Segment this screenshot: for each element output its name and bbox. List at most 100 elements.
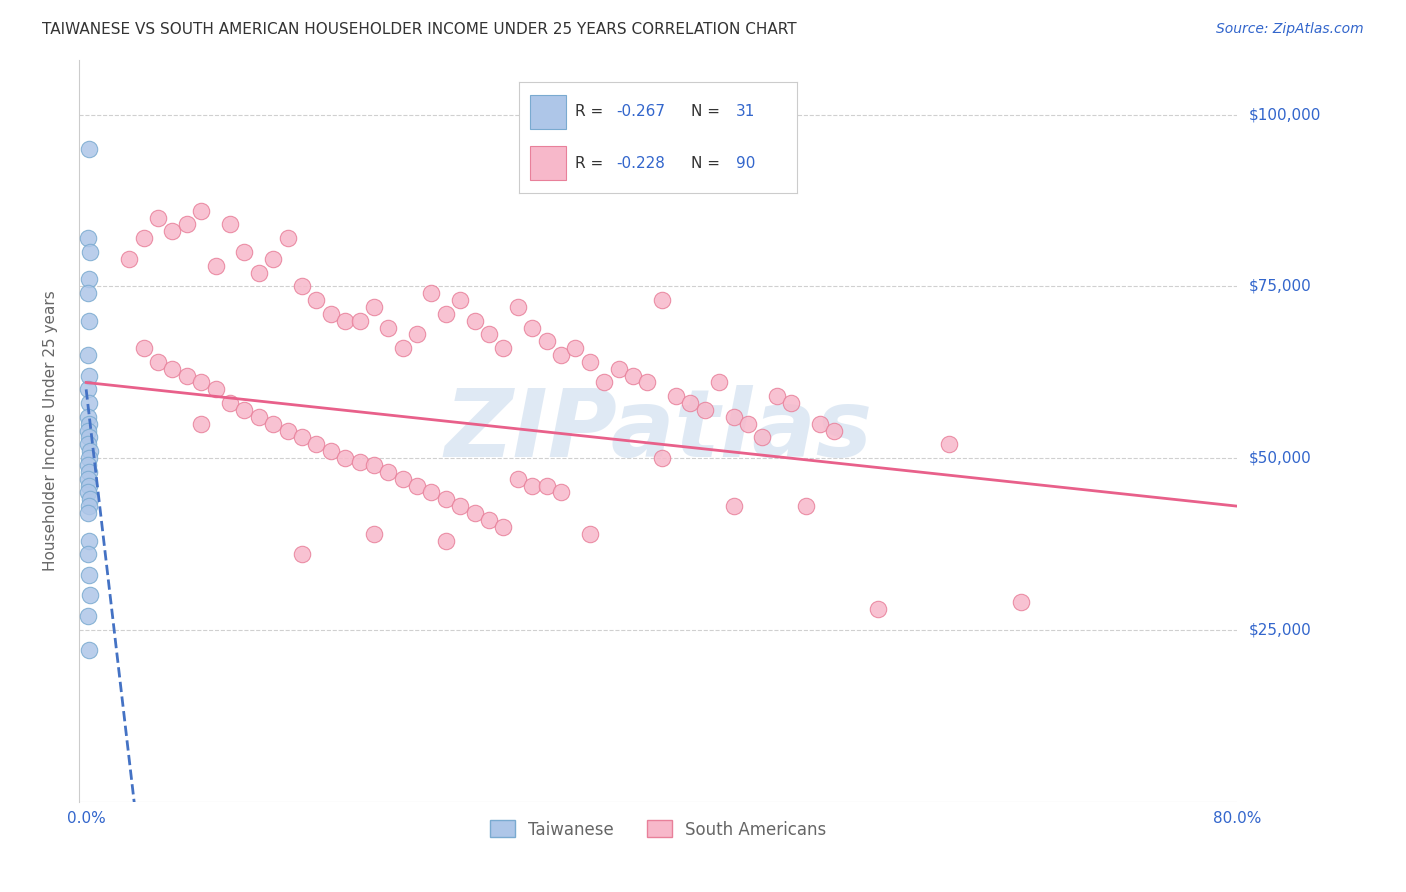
Point — [262, 252, 284, 266]
Point — [420, 286, 443, 301]
Point — [794, 499, 817, 513]
Point — [522, 478, 544, 492]
Point — [77, 142, 100, 156]
Point — [118, 252, 141, 266]
Point — [291, 430, 314, 444]
Point — [305, 293, 328, 307]
Point — [434, 533, 457, 548]
Point — [233, 403, 256, 417]
Point — [434, 492, 457, 507]
Point — [406, 327, 429, 342]
Point — [162, 224, 184, 238]
Point — [76, 609, 98, 624]
Point — [693, 403, 716, 417]
Point — [291, 547, 314, 561]
Point — [77, 533, 100, 548]
Point — [780, 396, 803, 410]
Point — [132, 231, 155, 245]
Point — [866, 602, 889, 616]
Point — [349, 313, 371, 327]
Point — [406, 478, 429, 492]
Point — [506, 472, 529, 486]
Point — [377, 465, 399, 479]
Point — [190, 417, 212, 431]
Point — [219, 396, 242, 410]
Point — [190, 376, 212, 390]
Point — [607, 361, 630, 376]
Point — [132, 341, 155, 355]
Point — [146, 355, 169, 369]
Point — [464, 313, 486, 327]
Point — [79, 444, 101, 458]
Point — [176, 218, 198, 232]
Point — [190, 203, 212, 218]
Point — [349, 454, 371, 468]
Point — [363, 458, 385, 472]
Point — [464, 506, 486, 520]
Y-axis label: Householder Income Under 25 years: Householder Income Under 25 years — [44, 290, 58, 571]
Text: $25,000: $25,000 — [1249, 623, 1310, 637]
Point — [77, 478, 100, 492]
Point — [277, 424, 299, 438]
Point — [76, 231, 98, 245]
Point — [679, 396, 702, 410]
Point — [247, 409, 270, 424]
Point — [478, 327, 501, 342]
Point — [77, 567, 100, 582]
Point — [434, 307, 457, 321]
Point — [204, 259, 226, 273]
Point — [77, 430, 100, 444]
Point — [723, 409, 745, 424]
Point — [492, 341, 515, 355]
Text: TAIWANESE VS SOUTH AMERICAN HOUSEHOLDER INCOME UNDER 25 YEARS CORRELATION CHART: TAIWANESE VS SOUTH AMERICAN HOUSEHOLDER … — [42, 22, 797, 37]
Point — [79, 492, 101, 507]
Point — [291, 279, 314, 293]
Point — [420, 485, 443, 500]
Point — [478, 513, 501, 527]
Point — [363, 526, 385, 541]
Point — [77, 368, 100, 383]
Point — [233, 244, 256, 259]
Point — [449, 293, 471, 307]
Point — [77, 465, 100, 479]
Point — [651, 293, 673, 307]
Point — [76, 348, 98, 362]
Point — [77, 272, 100, 286]
Point — [651, 451, 673, 466]
Point — [277, 231, 299, 245]
Point — [79, 589, 101, 603]
Text: $75,000: $75,000 — [1249, 279, 1310, 293]
Point — [492, 520, 515, 534]
Point — [1010, 595, 1032, 609]
Point — [76, 458, 98, 472]
Point — [636, 376, 658, 390]
Text: ZIPatlas: ZIPatlas — [444, 384, 872, 476]
Point — [77, 451, 100, 466]
Point — [77, 417, 100, 431]
Point — [737, 417, 759, 431]
Point — [506, 300, 529, 314]
Point — [319, 444, 342, 458]
Point — [823, 424, 845, 438]
Point — [319, 307, 342, 321]
Point — [76, 547, 98, 561]
Point — [333, 451, 356, 466]
Legend: Taiwanese, South Americans: Taiwanese, South Americans — [482, 814, 834, 846]
Point — [391, 472, 413, 486]
Point — [305, 437, 328, 451]
Point — [363, 300, 385, 314]
Point — [391, 341, 413, 355]
Point — [79, 244, 101, 259]
Point — [751, 430, 773, 444]
Point — [377, 320, 399, 334]
Point — [76, 409, 98, 424]
Point — [76, 485, 98, 500]
Point — [77, 499, 100, 513]
Point — [522, 320, 544, 334]
Point — [665, 389, 688, 403]
Point — [808, 417, 831, 431]
Point — [262, 417, 284, 431]
Point — [938, 437, 960, 451]
Text: $50,000: $50,000 — [1249, 450, 1310, 466]
Point — [77, 643, 100, 657]
